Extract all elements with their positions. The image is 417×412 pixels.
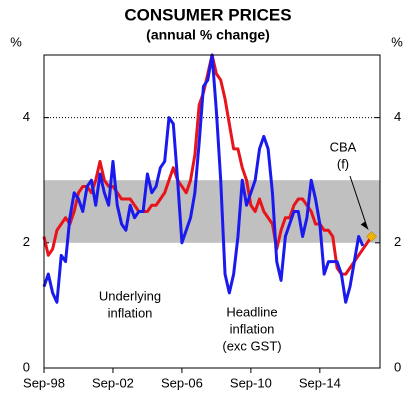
x-tick-label: Sep-06 xyxy=(161,375,203,390)
y-tick-label-left: 0 xyxy=(23,359,30,374)
y-tick-label-right: 2 xyxy=(394,234,401,249)
series-line xyxy=(42,53,365,304)
annotation: inflation xyxy=(230,321,275,336)
annotation: (f) xyxy=(337,156,349,171)
arrow-head xyxy=(360,221,369,231)
x-tick-label: Sep-98 xyxy=(23,375,65,390)
x-tick-label: Sep-14 xyxy=(299,375,341,390)
y-tick-label-right: 4 xyxy=(394,109,401,124)
x-tick-label: Sep-02 xyxy=(92,375,134,390)
plot-frame xyxy=(43,54,381,369)
forecast-marker xyxy=(366,231,377,242)
y-tick-label-right: 0 xyxy=(394,359,401,374)
annotation: inflation xyxy=(108,305,153,320)
chart-subtitle: (annual % change) xyxy=(146,27,270,43)
annotation: Underlying xyxy=(99,288,161,303)
y-tick-label-left: 2 xyxy=(23,234,30,249)
target-band xyxy=(44,180,380,243)
annotation-arrow xyxy=(349,175,369,229)
x-tick-label: Sep-10 xyxy=(230,375,272,390)
y-unit-right: % xyxy=(391,34,403,49)
annotation: CBA xyxy=(330,139,357,154)
y-tick-label-left: 4 xyxy=(23,109,30,124)
annotation: Headline xyxy=(226,304,277,319)
annotation: (exc GST) xyxy=(222,338,281,353)
y-unit-left: % xyxy=(10,34,22,49)
chart-title: CONSUMER PRICES xyxy=(124,5,291,24)
